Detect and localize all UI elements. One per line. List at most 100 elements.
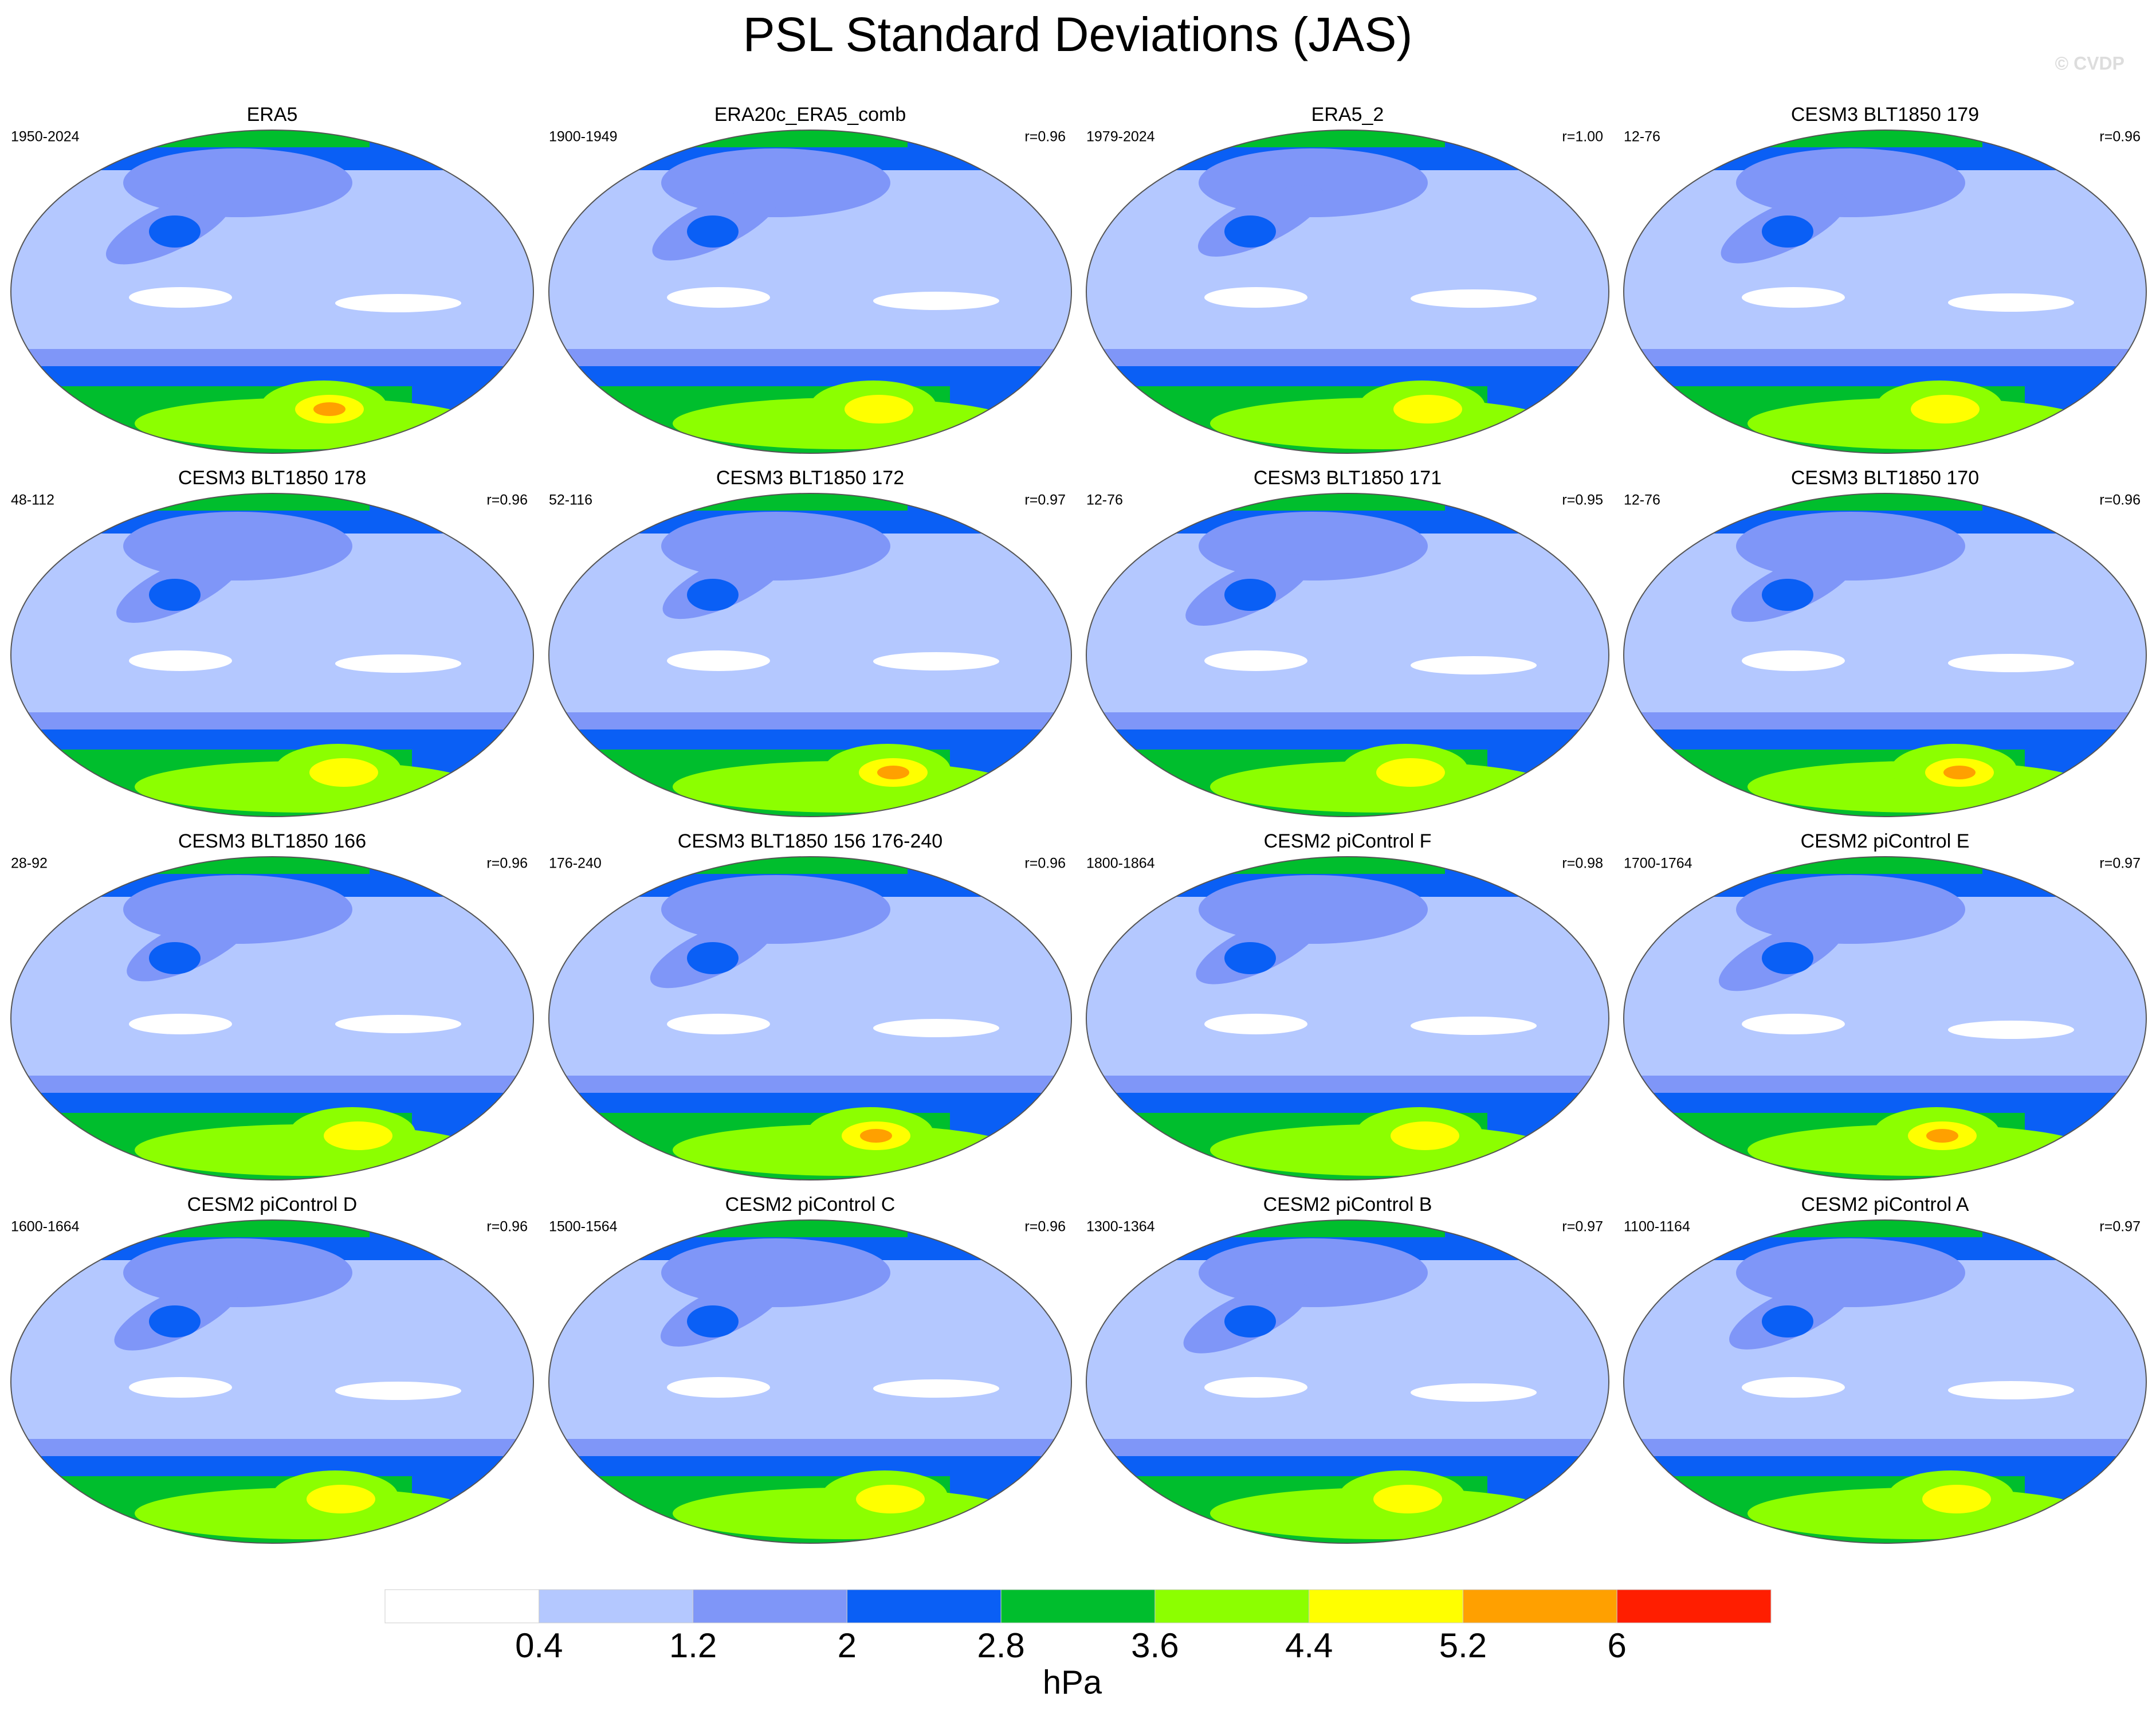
map-field [149,1305,201,1338]
panel-period: 1900-1949 [549,129,618,145]
map-field [1204,1014,1307,1034]
colorbar-tick-label: 0.4 [515,1626,563,1665]
map-field [149,579,201,611]
map-field [123,148,352,217]
map-field [1948,293,2074,312]
panel-correlation: r=0.97 [1562,1219,1603,1235]
map-panel [1086,493,1609,817]
map-outline [1086,856,1609,1180]
colorbar-tick-label: 4.4 [1285,1626,1333,1665]
map-panel [1086,1220,1609,1543]
map-field [1224,215,1276,248]
colorbar-box [539,1589,694,1623]
panel-correlation: r=0.97 [2099,1219,2141,1235]
map-field [687,215,739,248]
panel-period: 28-92 [11,856,48,872]
panel-title: CESM2 piControl C [725,1194,896,1215]
panel-period: 1800-1864 [1086,856,1155,872]
map-panel [1086,857,1609,1180]
panel-period: 52-116 [549,492,592,508]
map-field [1948,1021,2074,1039]
panel-correlation: r=0.96 [2099,129,2141,145]
colorbar-label: hPa [1043,1664,1102,1701]
colorbar-box [693,1589,847,1623]
map-panel [549,493,1071,817]
map-field [1224,1305,1276,1338]
map-field [1911,395,1980,423]
panel-correlation: r=1.00 [1562,129,1603,145]
map-outline [10,1219,534,1544]
map-field [1373,1485,1442,1513]
colorbar-box [846,1589,1002,1623]
panel-title: CESM3 BLT1850 179 [1791,104,1979,125]
map-outline [548,856,1072,1180]
map-field [335,654,461,673]
panel-title: CESM3 BLT1850 166 [178,830,366,852]
map-field [1224,579,1276,611]
map-field [860,1129,892,1143]
map-field [667,1014,770,1034]
panel-period: 1300-1364 [1086,1219,1155,1235]
map-panel [1624,1220,2146,1543]
map-field [1742,650,1845,671]
map-field [1762,942,1813,974]
map-outline [10,130,534,454]
panel-period: 48-112 [11,492,54,508]
map-field [1742,1014,1845,1034]
panel-correlation: r=0.96 [1024,1219,1066,1235]
panel-title: CESM3 BLT1850 170 [1791,467,1979,489]
panel-correlation: r=0.96 [486,1219,528,1235]
map-field [667,650,770,671]
map-field [324,1121,392,1150]
map-panel [11,857,533,1180]
map-field [1411,289,1537,308]
panel-title: ERA5 [247,104,298,125]
panel-correlation: r=0.96 [486,492,528,508]
map-field [873,1019,999,1037]
panel-period: 1600-1664 [11,1219,80,1235]
map-panel [1624,857,2146,1180]
map-field [661,875,890,944]
map-field [1948,654,2074,672]
map-field [313,402,345,416]
map-field [307,1485,375,1513]
map-field [335,1015,461,1033]
colorbar-tick-label: 1.2 [669,1626,717,1665]
map-field [1736,148,1965,217]
colorbar-box [1154,1589,1310,1623]
panel-title: CESM3 BLT1850 156 176-240 [678,830,942,852]
map-outline [1623,1219,2147,1544]
map-panel [549,857,1071,1180]
map-field [1742,287,1845,308]
panel-title: ERA20c_ERA5_comb [714,104,906,125]
map-field [1922,1485,1991,1513]
map-field [1762,215,1813,248]
map-field [129,1014,232,1034]
map-field [1948,1381,2074,1399]
map-outline [1086,493,1609,817]
map-field [873,1379,999,1398]
colorbar-tick-label: 5.2 [1439,1626,1487,1665]
map-field [129,287,232,308]
map-field [1742,1377,1845,1398]
map-field [335,1382,461,1400]
panel-correlation: r=0.97 [2099,856,2141,872]
map-field [1943,766,1976,779]
map-field [873,292,999,310]
map-field [129,650,232,671]
map-field [1411,1383,1537,1402]
map-field [1391,1121,1459,1150]
map-field [687,579,739,611]
panel-title: CESM2 piControl B [1263,1194,1432,1215]
map-field [667,1377,770,1398]
map-outline [548,130,1072,454]
map-panel [11,493,533,817]
map-outline [1623,493,2147,817]
panel-title: CESM2 piControl D [187,1194,358,1215]
map-field [1926,1129,1958,1143]
colorbar-tick-label: 2 [838,1626,857,1665]
map-outline [1623,856,2147,1180]
colorbar-box [384,1589,540,1623]
map-field [1393,395,1462,423]
